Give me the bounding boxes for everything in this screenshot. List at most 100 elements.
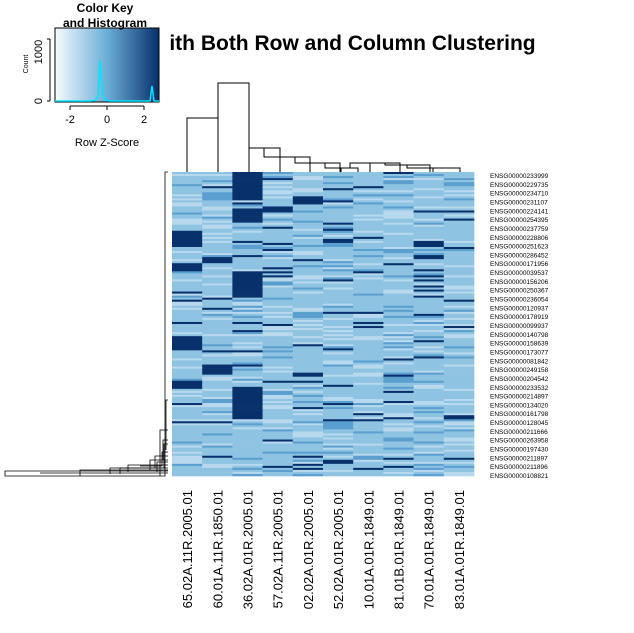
heatmap-cell bbox=[383, 220, 414, 223]
heatmap-cell bbox=[413, 411, 445, 414]
heatmap-cell bbox=[323, 362, 354, 365]
heatmap-cell bbox=[292, 441, 324, 444]
heatmap-cell bbox=[292, 421, 324, 424]
heatmap-cell bbox=[323, 321, 354, 325]
heatmap-cell bbox=[172, 465, 203, 469]
heatmap-cell bbox=[413, 447, 445, 450]
heatmap-cell bbox=[202, 172, 233, 175]
heatmap-cell bbox=[262, 293, 294, 296]
row-label: ENSG00000161798 bbox=[490, 411, 549, 418]
heatmap-cell bbox=[232, 182, 263, 185]
heatmap-cell bbox=[353, 425, 384, 428]
heatmap-cell bbox=[262, 425, 294, 428]
heatmap-cell bbox=[232, 463, 263, 467]
heatmap-cell bbox=[323, 346, 354, 349]
heatmap-cell bbox=[353, 255, 384, 258]
heatmap-cell bbox=[383, 232, 414, 236]
heatmap-cell bbox=[202, 447, 233, 450]
heatmap-cell bbox=[443, 226, 475, 230]
heatmap-cell bbox=[202, 277, 233, 280]
heatmap-cell bbox=[172, 279, 203, 282]
heatmap-cell bbox=[232, 232, 263, 236]
heatmap-cell bbox=[202, 279, 233, 282]
heatmap-cell bbox=[353, 273, 384, 276]
heatmap-cell bbox=[383, 344, 414, 347]
heatmap-cell bbox=[383, 307, 414, 311]
heatmap-cell bbox=[413, 204, 445, 207]
heatmap-cell bbox=[413, 433, 445, 436]
heatmap-cell bbox=[202, 255, 233, 258]
heatmap-cell bbox=[262, 368, 294, 371]
heatmap-cell bbox=[292, 467, 324, 471]
heatmap-cell bbox=[323, 386, 354, 390]
heatmap-cell bbox=[323, 319, 354, 323]
heatmap-cell bbox=[353, 200, 384, 203]
heatmap-cell bbox=[413, 255, 445, 258]
heatmap-cell bbox=[172, 326, 203, 329]
heatmap-cell bbox=[262, 407, 294, 410]
color-key: Color Key and Histogram 0 1000 Count -2 … bbox=[0, 0, 170, 150]
heatmap-cell bbox=[172, 289, 203, 292]
heatmap-cell bbox=[232, 366, 263, 369]
heatmap-cell bbox=[202, 368, 233, 371]
heatmap-cell bbox=[413, 350, 445, 353]
heatmap-cell bbox=[413, 463, 445, 467]
heatmap-cell bbox=[413, 303, 445, 307]
heatmap-cell bbox=[172, 471, 203, 475]
heatmap-cell bbox=[383, 362, 414, 365]
heatmap-cell bbox=[202, 236, 233, 240]
heatmap-cell bbox=[202, 463, 233, 467]
heatmap-cell bbox=[353, 208, 384, 211]
heatmap-cell bbox=[413, 332, 445, 335]
heatmap-cell bbox=[413, 315, 445, 319]
heatmap-cell bbox=[323, 275, 354, 278]
heatmap-cell bbox=[443, 216, 475, 219]
heatmap-cell bbox=[413, 346, 445, 349]
heatmap-cell bbox=[443, 431, 475, 434]
heatmap-cell bbox=[232, 210, 263, 213]
heatmap-cell bbox=[292, 180, 324, 183]
heatmap-cell bbox=[172, 376, 203, 380]
heatmap-cell bbox=[292, 271, 324, 274]
heatmap-cell bbox=[292, 338, 324, 341]
heatmap-cell bbox=[172, 178, 203, 181]
heatmap-cell bbox=[172, 401, 203, 404]
heatmap-cell bbox=[353, 431, 384, 434]
heatmap-cell bbox=[172, 174, 203, 177]
heatmap-cell bbox=[232, 198, 263, 201]
heatmap-cell bbox=[323, 429, 354, 432]
heatmap-cell bbox=[292, 192, 324, 195]
heatmap-cell bbox=[383, 192, 414, 195]
heatmap-cell bbox=[172, 212, 203, 215]
heatmap-cell bbox=[202, 384, 233, 388]
heatmap-cell bbox=[202, 224, 233, 228]
heatmap-cell bbox=[202, 360, 233, 363]
heatmap-cell bbox=[323, 188, 354, 191]
heatmap-cell bbox=[323, 443, 354, 446]
heatmap-cell bbox=[232, 324, 263, 327]
heatmap-cell bbox=[323, 212, 354, 215]
heatmap-cell bbox=[202, 405, 233, 408]
heatmap-cell bbox=[172, 180, 203, 183]
heatmap-cell bbox=[172, 463, 203, 467]
heatmap-cell bbox=[413, 336, 445, 339]
heatmap-cell bbox=[383, 423, 414, 426]
heatmap-cell bbox=[323, 257, 354, 260]
heatmap-cell bbox=[232, 285, 263, 288]
heatmap-cell bbox=[323, 267, 354, 270]
heatmap-cell bbox=[413, 297, 445, 300]
heatmap-cell bbox=[262, 178, 294, 181]
heatmap-cell bbox=[262, 289, 294, 292]
heatmap-cell bbox=[202, 317, 233, 321]
heatmap-cell bbox=[323, 190, 354, 193]
heatmap-cell bbox=[353, 222, 384, 225]
heatmap-cell bbox=[262, 309, 294, 313]
heatmap-cell bbox=[262, 271, 294, 274]
heatmap-cell bbox=[383, 263, 414, 266]
heatmap-cell bbox=[353, 382, 384, 386]
heatmap-cell bbox=[353, 390, 384, 394]
heatmap-cell bbox=[443, 427, 475, 430]
heatmap-cell bbox=[202, 186, 233, 189]
heatmap-cell bbox=[383, 218, 414, 221]
heatmap-cell bbox=[232, 218, 263, 221]
